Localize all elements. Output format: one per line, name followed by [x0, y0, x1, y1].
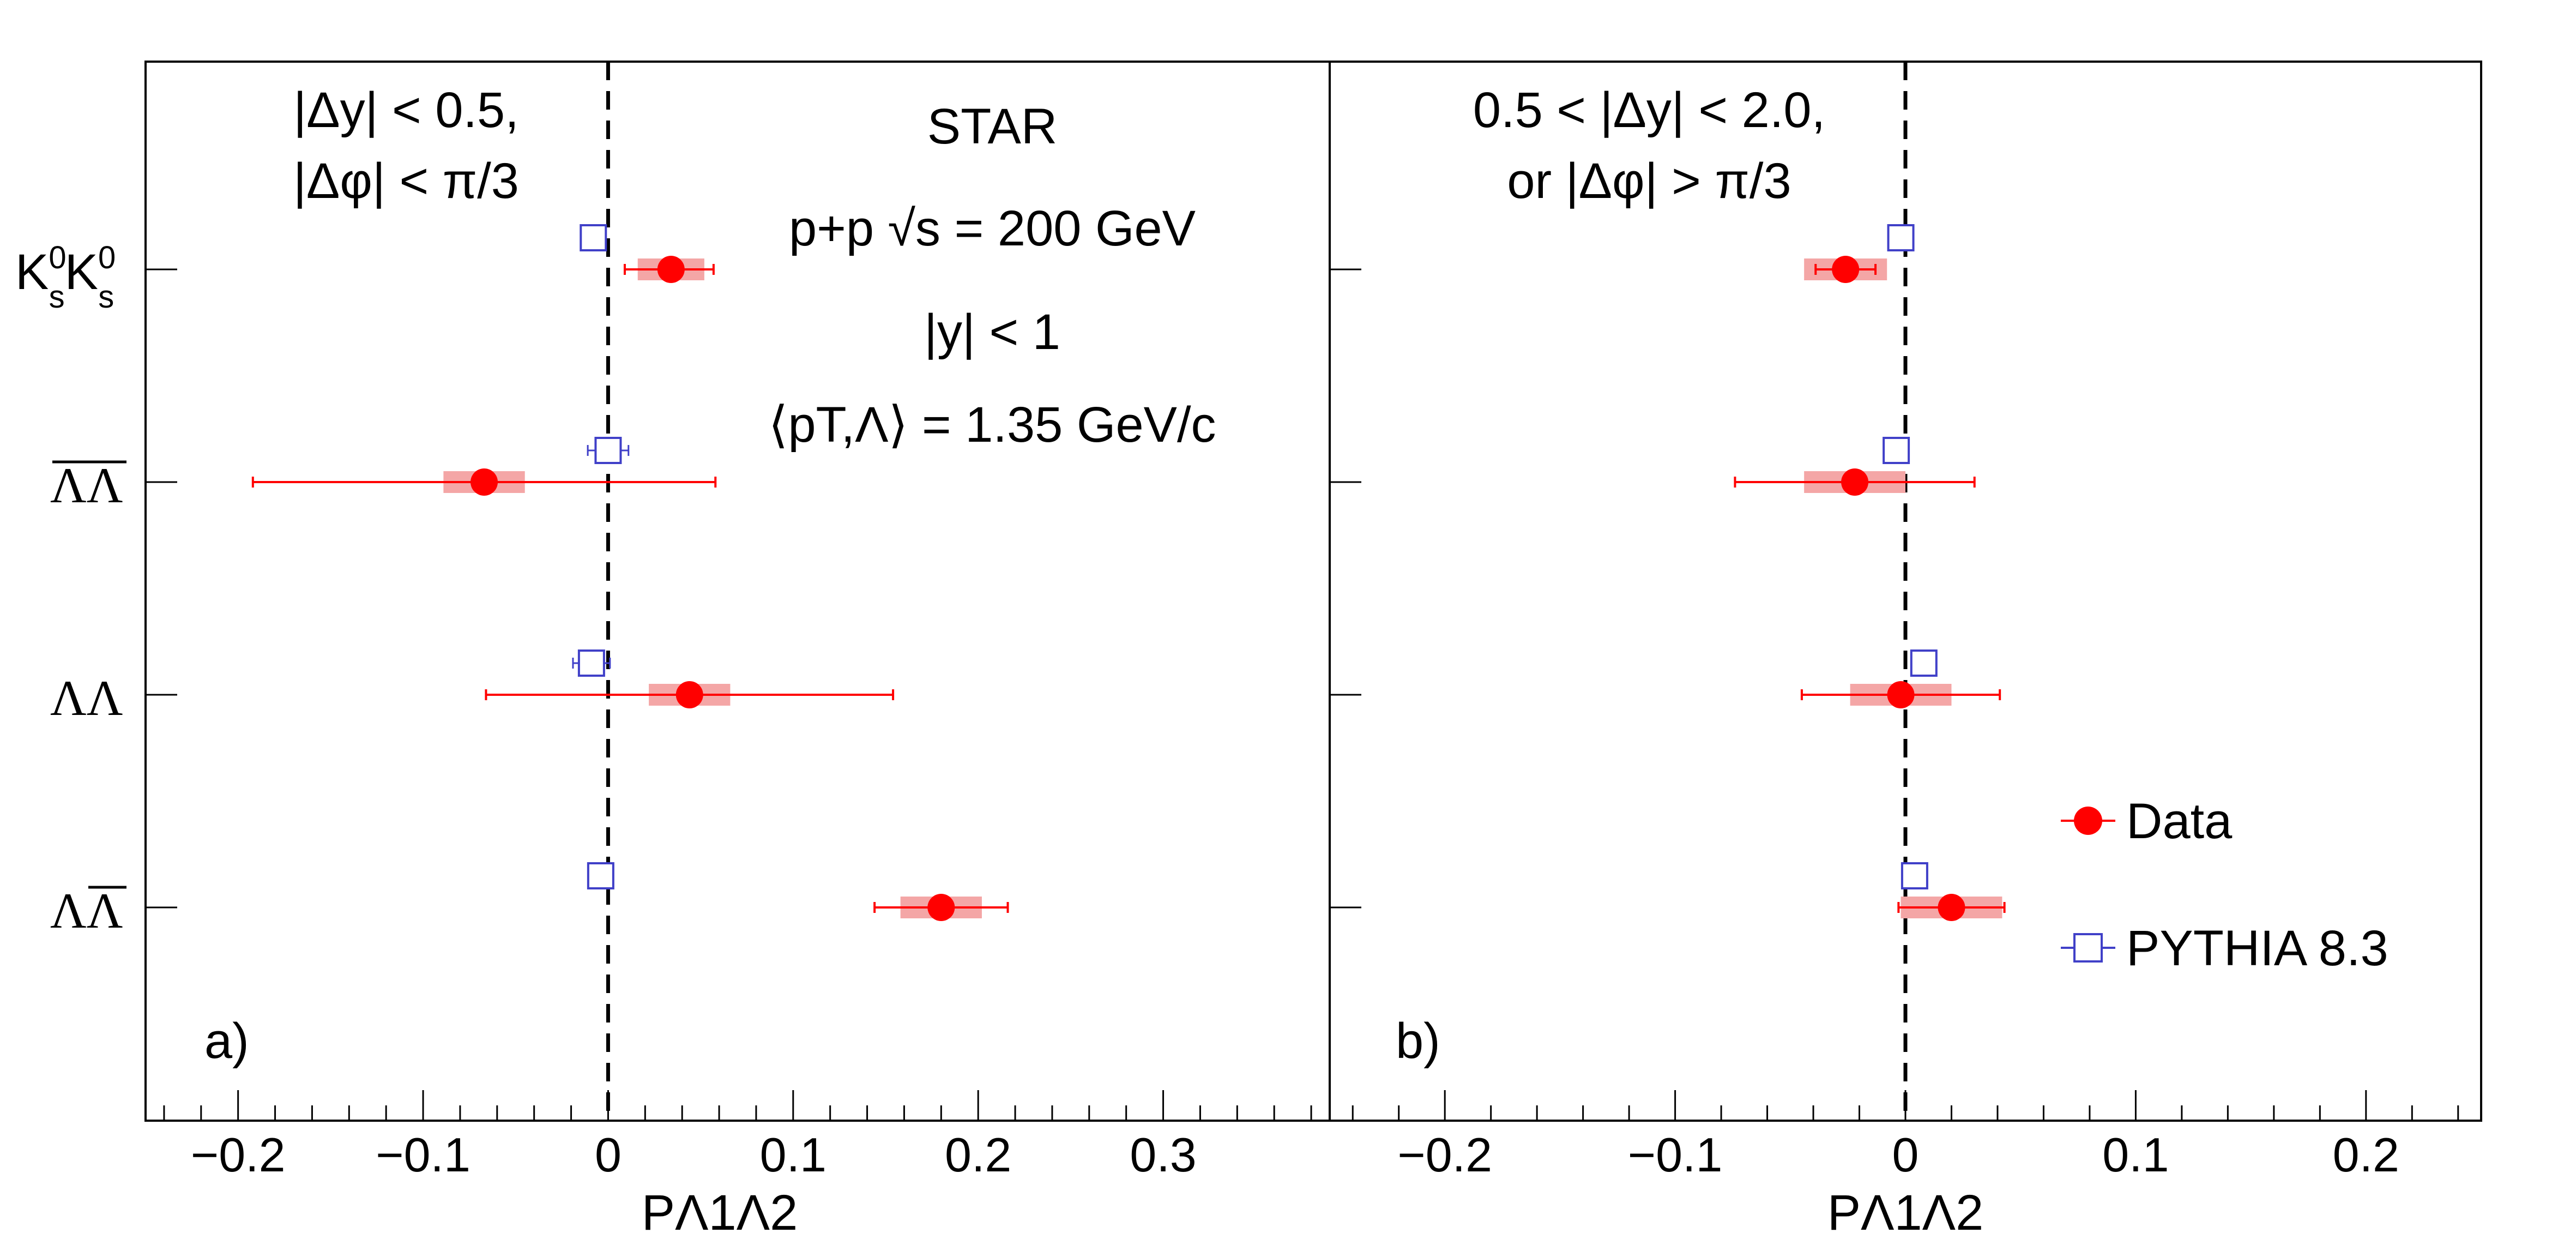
data-point	[927, 894, 955, 921]
x-tick-label: 0.1	[760, 1128, 827, 1182]
pythia-point	[577, 649, 605, 677]
panel-b: −0.2 −0.1 0 0.1 0.2 0.5 < |Δy| < 2.0, or |Δφ…	[1329, 61, 2482, 1241]
panel-b-cut-line-2: or |Δφ| > π/3	[1507, 153, 1791, 209]
pythia-point	[1910, 649, 1938, 677]
x-tick-label: 0.1	[2102, 1128, 2169, 1182]
pythia-point	[1883, 437, 1910, 464]
x-tick-label: 0.3	[1130, 1128, 1196, 1182]
data-point	[1832, 256, 1860, 283]
pythia-point	[1887, 224, 1915, 251]
data-point	[675, 681, 703, 708]
panel-b-cut-line-1: 0.5 < |Δy| < 2.0,	[1473, 82, 1825, 138]
category-label-lambdabar-lambdabar: ΛΛ	[50, 458, 123, 513]
data-point	[1841, 468, 1869, 496]
legend: Data PYTHIA 8.3	[2061, 793, 2388, 976]
pythia-point	[594, 437, 622, 464]
panel-b-label: b)	[1396, 1013, 1440, 1069]
pythia-point	[580, 224, 607, 251]
panel-a-cut-line-1: |Δy| < 0.5,	[293, 82, 519, 138]
panel-a-y-ticks	[146, 268, 177, 909]
category-label-lambda-lambda: ΛΛ	[50, 670, 123, 726]
x-tick-label: 0	[1892, 1128, 1919, 1182]
panel-a-label: a)	[204, 1013, 249, 1069]
panel-a-cut-line-2: |Δφ| < π/3	[293, 153, 519, 209]
pythia-point	[1901, 862, 1928, 889]
x-tick-label: −0.1	[376, 1128, 470, 1182]
x-tick-label: 0.2	[2333, 1128, 2399, 1182]
legend-pythia-label: PYTHIA 8.3	[2126, 921, 2388, 976]
legend-data-label: Data	[2126, 793, 2233, 849]
category-label-lambda-lambdabar: ΛΛ	[50, 883, 123, 939]
panel-b-x-axis-label: PΛ1Λ2	[1827, 1185, 1984, 1241]
panel-a-x-axis-label: PΛ1Λ2	[642, 1185, 798, 1241]
x-tick-label: 0	[595, 1128, 622, 1182]
pythia-point	[587, 862, 614, 889]
panel-b-y-ticks	[1330, 268, 1361, 909]
panel-a: −0.2 −0.1 0 0.1 0.2 0.3 |Δy| < 0.5, |Δφ| < π/…	[144, 61, 1331, 1241]
panel-b-data-marks	[1734, 224, 2006, 921]
legend-pythia-marker	[2061, 933, 2115, 963]
system-label: p+p √s = 200 GeV	[789, 201, 1196, 256]
x-tick-label: −0.1	[1628, 1128, 1723, 1182]
category-label-ksks: K0 sK0 s	[15, 240, 116, 315]
data-point	[470, 468, 498, 496]
rapidity-label: |y| < 1	[924, 304, 1060, 360]
data-point	[657, 256, 685, 283]
experiment-label: STAR	[927, 99, 1058, 154]
legend-data-marker	[2061, 807, 2115, 835]
x-tick-label: −0.2	[1397, 1128, 1492, 1182]
panel-a-x-ticks	[163, 1090, 1312, 1121]
data-point	[1887, 681, 1915, 708]
panel-b-x-tick-labels: −0.2 −0.1 0 0.1 0.2	[1397, 1128, 2399, 1182]
data-point	[1938, 894, 1965, 921]
panel-a-x-tick-labels: −0.2 −0.1 0 0.1 0.2 0.3	[191, 1128, 1197, 1182]
x-tick-label: −0.2	[191, 1128, 286, 1182]
panel-a-data-marks	[251, 224, 1009, 921]
y-category-labels: K0 sK0 s ΛΛ ΛΛ ΛΛ	[15, 240, 126, 939]
mean-pt-label: ⟨pT,Λ⟩ = 1.35 GeV/c	[768, 397, 1216, 453]
x-tick-label: 0.2	[945, 1128, 1011, 1182]
